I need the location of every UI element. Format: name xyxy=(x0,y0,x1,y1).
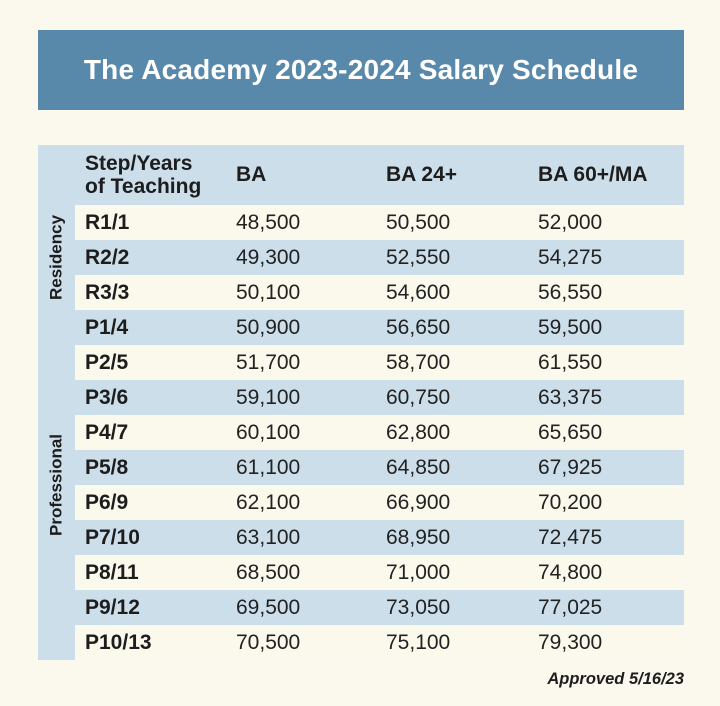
ba-cell: 49,300 xyxy=(236,245,301,269)
step-cell: R1/1 xyxy=(85,210,130,234)
table-row: P7/10 63,100 68,950 72,475 xyxy=(75,520,684,555)
ba-cell: 50,100 xyxy=(236,280,301,304)
table-header-row: Step/Years of Teaching BA BA 24+ BA 60+/… xyxy=(75,145,684,205)
table-row: P5/8 61,100 64,850 67,925 xyxy=(75,450,684,485)
ba-cell: 60,100 xyxy=(236,420,301,444)
table-row: R3/3 50,100 54,600 56,550 xyxy=(75,275,684,310)
ba24-cell: 60,750 xyxy=(386,385,451,409)
ba-cell: 61,100 xyxy=(236,455,301,479)
table-row: P4/7 60,100 62,800 65,650 xyxy=(75,415,684,450)
step-cell: P7/10 xyxy=(85,525,140,549)
step-cell: P3/6 xyxy=(85,385,129,409)
approved-note: Approved 5/16/23 xyxy=(547,670,684,688)
step-cell: P10/13 xyxy=(85,630,152,654)
ba60ma-cell: 65,650 xyxy=(538,420,603,444)
ba24-cell: 64,850 xyxy=(386,455,451,479)
ba24-cell: 50,500 xyxy=(386,210,451,234)
ba-cell: 70,500 xyxy=(236,630,301,654)
ba60ma-cell: 70,200 xyxy=(538,490,603,514)
ba-cell: 59,100 xyxy=(236,385,301,409)
table-body: R1/1 48,500 50,500 52,000 R2/2 49,300 52… xyxy=(75,205,684,660)
ba24-cell: 58,700 xyxy=(386,350,451,374)
ba60ma-cell: 63,375 xyxy=(538,385,603,409)
ba-cell: 68,500 xyxy=(236,560,301,584)
ba24-cell: 75,100 xyxy=(386,630,451,654)
title-banner: The Academy 2023-2024 Salary Schedule xyxy=(38,30,684,110)
column-header-step: Step/Years of Teaching xyxy=(85,152,236,198)
ba60ma-cell: 72,475 xyxy=(538,525,603,549)
ba60ma-cell: 67,925 xyxy=(538,455,603,479)
ba-cell: 48,500 xyxy=(236,210,301,234)
ba-cell: 50,900 xyxy=(236,315,301,339)
ba60ma-cell: 52,000 xyxy=(538,210,603,234)
table-row: P3/6 59,100 60,750 63,375 xyxy=(75,380,684,415)
step-cell: P4/7 xyxy=(85,420,129,444)
table-row: P2/5 51,700 58,700 61,550 xyxy=(75,345,684,380)
ba60ma-cell: 61,550 xyxy=(538,350,603,374)
page-title: The Academy 2023-2024 Salary Schedule xyxy=(83,54,639,85)
table-main: Step/Years of Teaching BA BA 24+ BA 60+/… xyxy=(75,145,684,660)
step-cell: P5/8 xyxy=(85,455,129,479)
ba-cell: 69,500 xyxy=(236,595,301,619)
ba24-cell: 71,000 xyxy=(386,560,451,584)
step-cell: P1/4 xyxy=(85,315,129,339)
ba60ma-cell: 54,275 xyxy=(538,245,603,269)
group-label-strip: Residency Professional xyxy=(38,145,75,660)
column-header-step-line2: of Teaching xyxy=(85,175,202,198)
step-cell: P2/5 xyxy=(85,350,129,374)
ba60ma-cell: 74,800 xyxy=(538,560,603,584)
table-row: R2/2 49,300 52,550 54,275 xyxy=(75,240,684,275)
table-row: R1/1 48,500 50,500 52,000 xyxy=(75,205,684,240)
ba24-cell: 68,950 xyxy=(386,525,451,549)
table-row: P1/4 50,900 56,650 59,500 xyxy=(75,310,684,345)
group-label-residency: Residency xyxy=(46,214,66,301)
group-label-professional: Professional xyxy=(46,433,66,537)
step-cell: P9/12 xyxy=(85,595,140,619)
ba24-cell: 66,900 xyxy=(386,490,451,514)
column-header-step-line1: Step/Years xyxy=(85,151,193,175)
step-cell: P8/11 xyxy=(85,560,139,584)
ba24-cell: 56,650 xyxy=(386,315,451,339)
column-header-ba24: BA 24+ xyxy=(386,163,458,187)
table-row: P9/12 69,500 73,050 77,025 xyxy=(75,590,684,625)
ba24-cell: 54,600 xyxy=(386,280,451,304)
ba60ma-cell: 77,025 xyxy=(538,595,603,619)
step-cell: R2/2 xyxy=(85,245,130,269)
ba-cell: 51,700 xyxy=(236,350,301,374)
table-row: P10/13 70,500 75,100 79,300 xyxy=(75,625,684,660)
table-row: P8/11 68,500 71,000 74,800 xyxy=(75,555,684,590)
ba24-cell: 52,550 xyxy=(386,245,451,269)
salary-table: Residency Professional Step/Years of Tea… xyxy=(38,145,684,660)
ba60ma-cell: 56,550 xyxy=(538,280,603,304)
ba24-cell: 62,800 xyxy=(386,420,451,444)
column-header-ba60ma: BA 60+/MA xyxy=(538,163,648,187)
column-header-ba: BA xyxy=(236,163,267,187)
step-cell: P6/9 xyxy=(85,490,129,514)
ba60ma-cell: 79,300 xyxy=(538,630,603,654)
ba-cell: 62,100 xyxy=(236,490,301,514)
step-cell: R3/3 xyxy=(85,280,130,304)
table-row: P6/9 62,100 66,900 70,200 xyxy=(75,485,684,520)
ba60ma-cell: 59,500 xyxy=(538,315,603,339)
ba-cell: 63,100 xyxy=(236,525,301,549)
ba24-cell: 73,050 xyxy=(386,595,451,619)
